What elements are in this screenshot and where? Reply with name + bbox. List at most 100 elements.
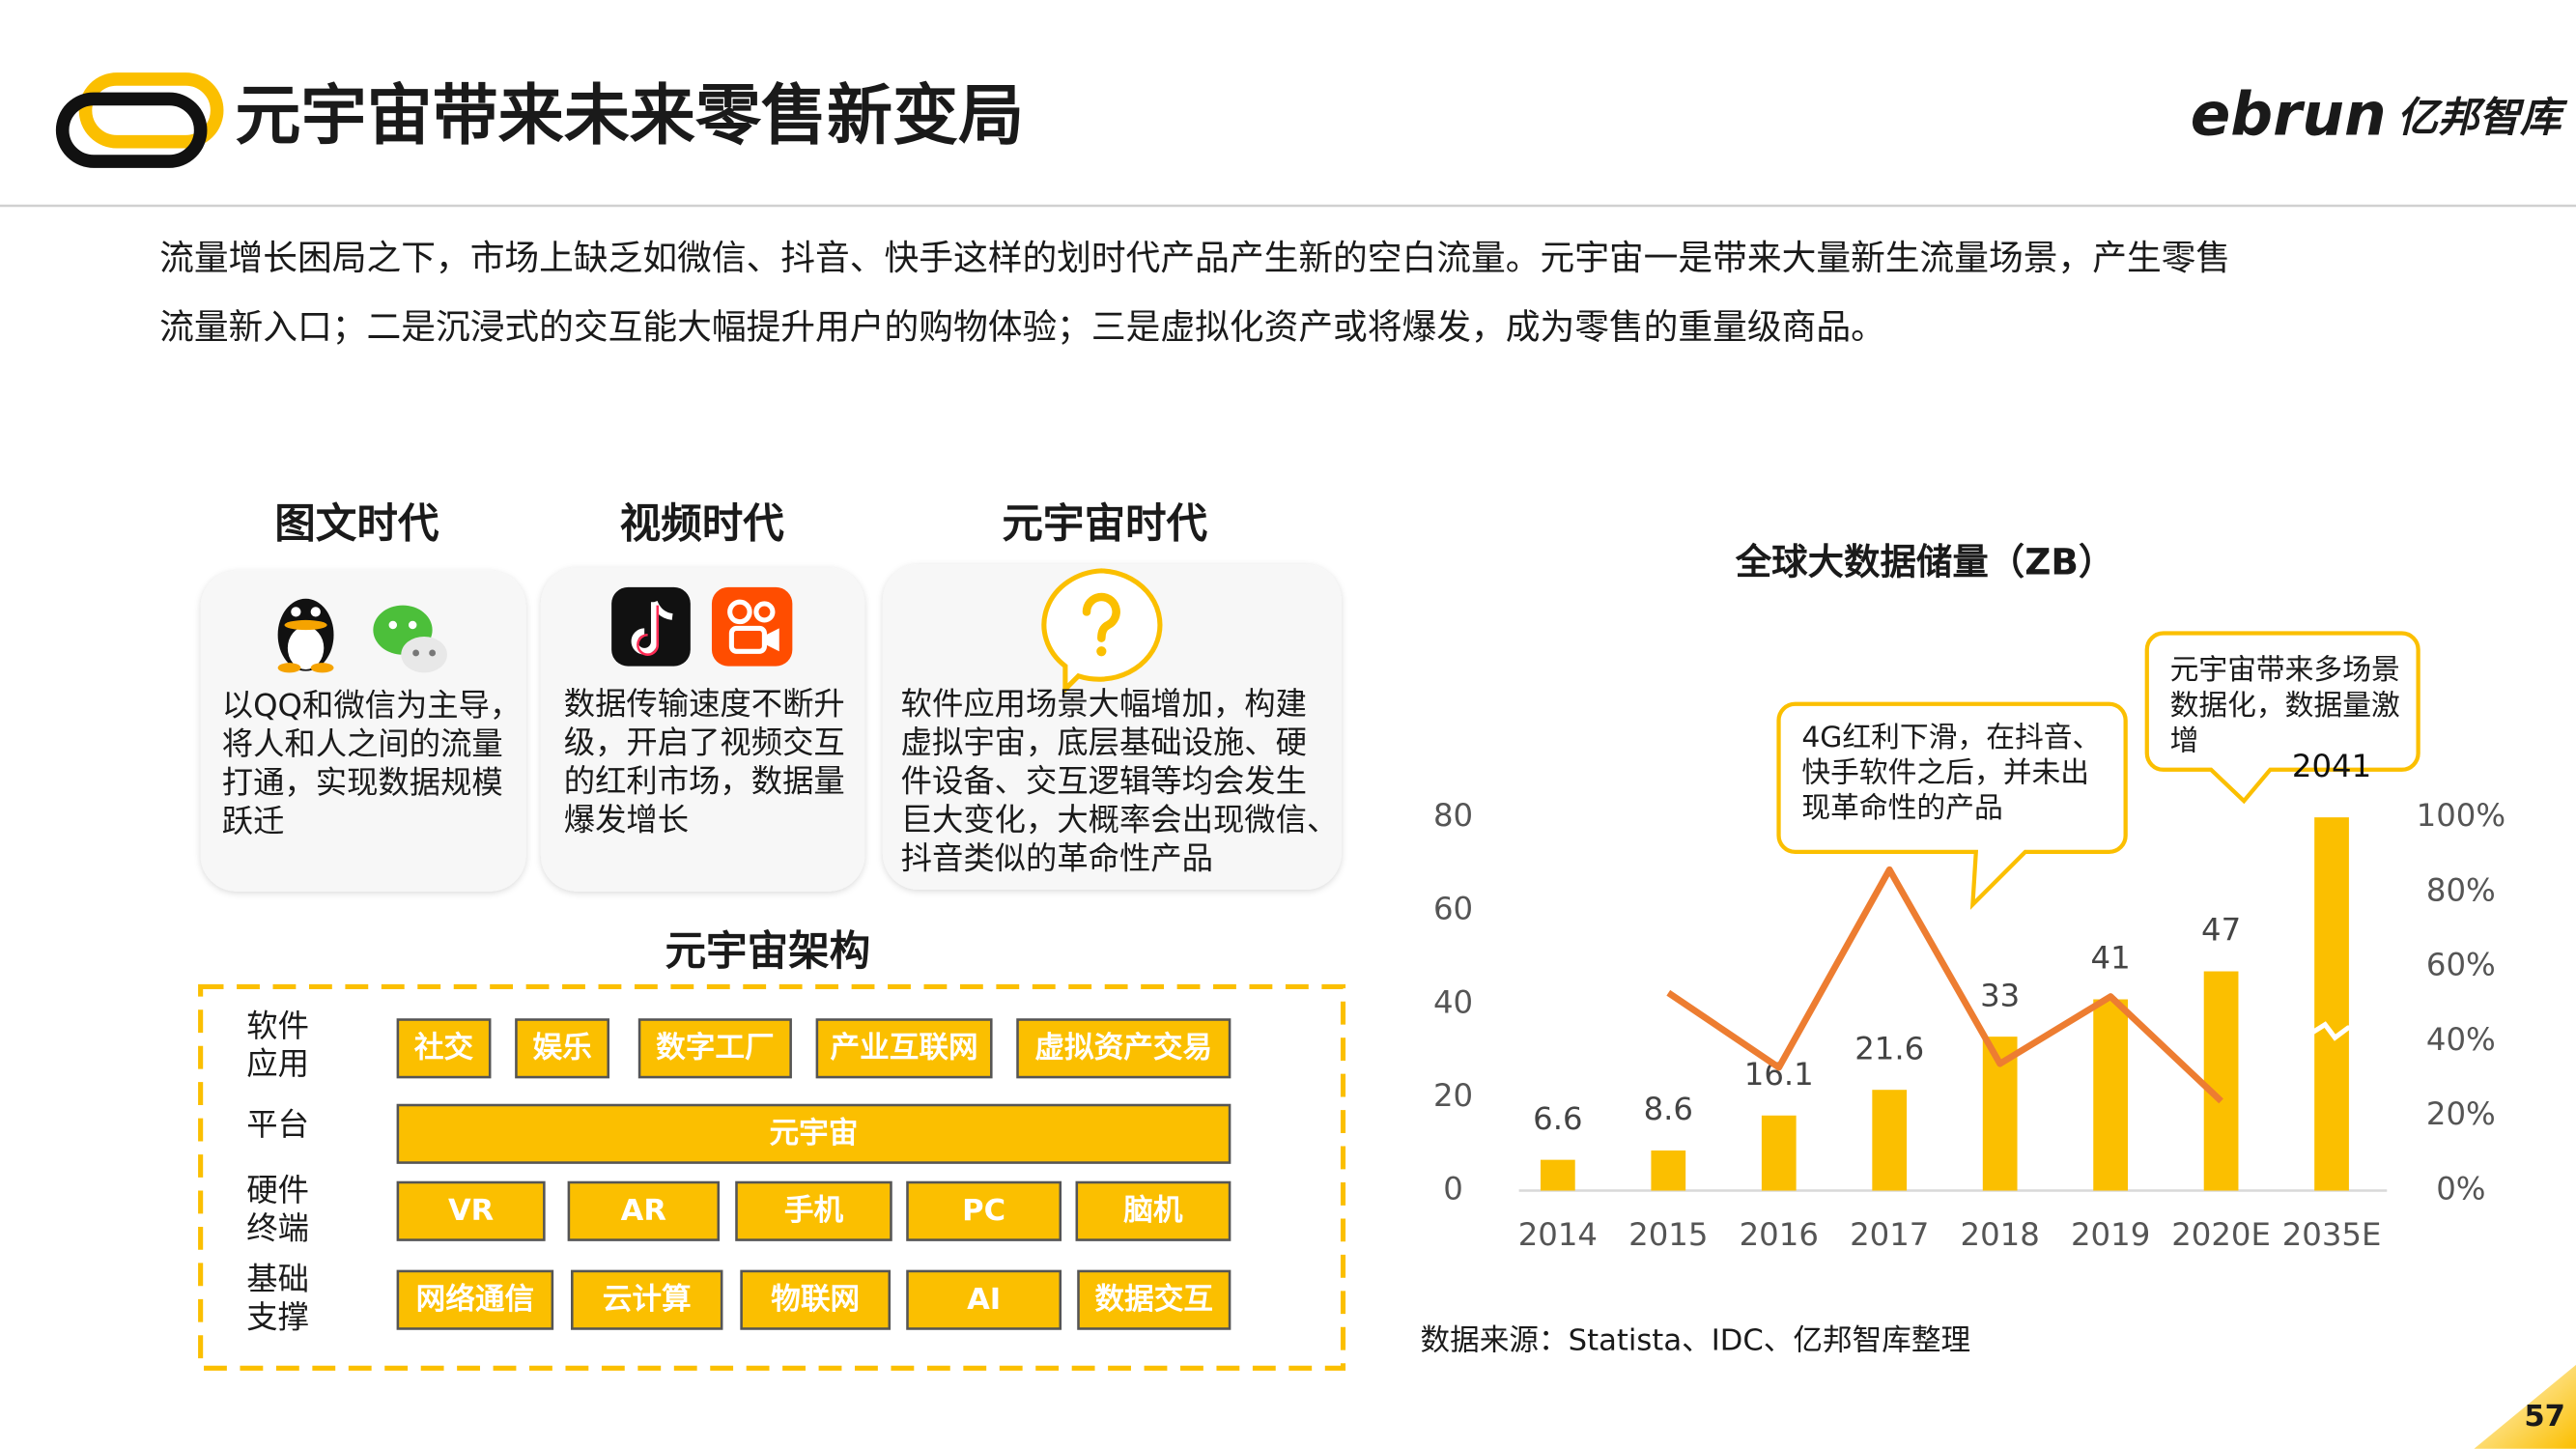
layer-item — [1016, 1018, 1231, 1079]
layer-item — [1075, 1180, 1231, 1241]
y2-tick-label: 20% — [2426, 1095, 2496, 1132]
era-text: 巨大变化，大概率会出现微信、 — [901, 801, 1339, 838]
layer-label: 支撑 — [246, 1298, 309, 1335]
y-tick-label: 20 — [1433, 1077, 1473, 1114]
era-text: 数据传输速度不断升 — [564, 685, 845, 722]
x-tick-label: 2020E — [2171, 1216, 2271, 1253]
qq-icon — [277, 598, 334, 673]
era-text: 跃迁 — [222, 803, 285, 839]
layer-item-label: 元宇宙 — [770, 1117, 859, 1151]
x-tick-label: 2018 — [1961, 1216, 2040, 1253]
layer-label: 软件 — [246, 1008, 309, 1044]
era-title: 元宇宙时代 — [1002, 500, 1207, 548]
bar — [2203, 971, 2239, 1191]
layer-label: 基础 — [246, 1261, 309, 1297]
page-number: 57 — [2524, 1400, 2565, 1434]
annotation-text: 数据化，数据量激 — [2170, 689, 2400, 723]
y2-tick-label: 100% — [2417, 797, 2505, 834]
data-label: 6.6 — [1533, 1100, 1582, 1137]
layer-item — [396, 1018, 492, 1079]
layer-item-label: AI — [967, 1283, 1001, 1317]
y-tick-label: 80 — [1433, 797, 1473, 834]
layer-label: 终端 — [246, 1209, 309, 1246]
wechat-icon — [373, 605, 447, 673]
era-text: 以QQ和微信为主导， — [222, 687, 522, 724]
bar — [1761, 1115, 1797, 1191]
layer-item-label: 脑机 — [1123, 1194, 1183, 1228]
layer-item-label: AR — [621, 1194, 666, 1228]
era-card — [882, 564, 1342, 891]
era-text: 爆发增长 — [564, 801, 689, 838]
era-text: 的红利市场，数据量 — [564, 762, 845, 799]
layer-item — [515, 1018, 610, 1079]
layer-item — [740, 1269, 892, 1330]
data-label: 8.6 — [1644, 1091, 1693, 1127]
douyin-icon — [611, 586, 691, 667]
layer-item-label: 手机 — [784, 1194, 844, 1228]
data-label: 2041 — [2292, 748, 2371, 784]
layer-item-label: 数据交互 — [1095, 1282, 1214, 1317]
era-text: 将人和人之间的流量 — [222, 725, 503, 762]
intro-text: 流量增长困局之下，市场上缺乏如微信、抖音、快手这样的划时代产品产生新的空白流量。… — [159, 239, 2230, 278]
layer-label: 应用 — [246, 1045, 309, 1082]
x-tick-label: 2019 — [2071, 1216, 2150, 1253]
layer-item-label: PC — [962, 1194, 1005, 1228]
layer-item-label: 物联网 — [771, 1283, 860, 1317]
source-note: 数据来源：Statista、IDC、亿邦智库整理 — [1421, 1324, 1971, 1358]
bar — [1872, 1090, 1908, 1191]
layer-item — [906, 1180, 1062, 1241]
section-title: 元宇宙架构 — [665, 928, 870, 976]
corner-decoration — [2474, 1364, 2576, 1449]
axis-break — [2310, 1021, 2355, 1041]
logo-mark — [78, 72, 224, 149]
era-text: 打通，实现数据规模 — [222, 764, 503, 801]
bar — [2314, 817, 2349, 1191]
y-tick-label: 40 — [1433, 983, 1473, 1020]
data-label: 21.6 — [1854, 1030, 1924, 1066]
architecture-frame — [198, 983, 1346, 1371]
bar — [1651, 1150, 1686, 1191]
layer-item-label: 产业互联网 — [831, 1032, 978, 1065]
era-text: 件设备、交互逻辑等均会发生 — [901, 762, 1307, 799]
callout — [2144, 631, 2420, 805]
layer-item-label: 数字工厂 — [656, 1031, 775, 1065]
annotation-text: 增 — [2170, 724, 2199, 757]
line — [1666, 866, 2223, 1104]
x-tick-label: 2035E — [2282, 1216, 2382, 1253]
annotation-text: 元宇宙带来多场景 — [2170, 653, 2400, 687]
kuaishou-icon — [711, 586, 793, 667]
layer-item-label: 虚拟资产交易 — [1034, 1031, 1212, 1065]
layer-item — [396, 1103, 1231, 1164]
layer-item-label: 社交 — [414, 1031, 474, 1065]
layer-item — [571, 1269, 723, 1330]
annotation-text: 快手软件之后，并未出 — [1801, 756, 2089, 790]
layer-item — [396, 1269, 554, 1330]
layer-item — [1077, 1269, 1231, 1330]
era-text: 软件应用场景大幅增加，构建 — [901, 685, 1307, 722]
layer-item — [396, 1180, 546, 1241]
slide-title: 元宇宙带来未来零售新变局 — [235, 78, 1024, 155]
y2-tick-label: 0% — [2436, 1171, 2485, 1208]
logo-sub: 亿邦智库 — [2397, 95, 2569, 142]
data-label: 41 — [2091, 940, 2131, 977]
layer-item — [567, 1180, 721, 1241]
callout — [1776, 701, 2128, 910]
x-tick-label: 2014 — [1518, 1216, 1598, 1253]
layer-item-label: VR — [448, 1194, 494, 1228]
logo-mark — [55, 92, 208, 168]
era-title: 图文时代 — [274, 500, 439, 548]
era-title: 视频时代 — [620, 500, 785, 548]
layer-label: 平台 — [246, 1106, 309, 1143]
era-text: 虚拟宇宙，底层基础设施、硬 — [901, 724, 1307, 760]
y-tick-label: 60 — [1433, 891, 1473, 927]
x-tick-label: 2016 — [1740, 1216, 1819, 1253]
y2-tick-label: 80% — [2426, 871, 2496, 908]
era-text: 抖音类似的革命性产品 — [901, 839, 1213, 876]
intro-text: 流量新入口；二是沉浸式的交互能大幅提升用户的购物体验；三是虚拟化资产或将爆发，成… — [159, 308, 1885, 348]
layer-item — [906, 1269, 1062, 1330]
layer-item — [637, 1018, 792, 1079]
data-label: 47 — [2201, 912, 2241, 949]
annotation-text: 4G红利下滑，在抖音、 — [1801, 721, 2101, 754]
